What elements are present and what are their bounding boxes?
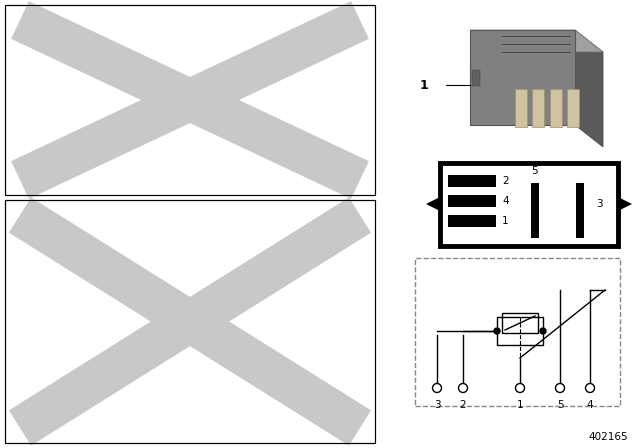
Bar: [576, 183, 584, 238]
Bar: [531, 183, 539, 238]
Text: 1: 1: [419, 78, 428, 91]
Bar: [567, 89, 579, 127]
Bar: [532, 89, 544, 127]
Bar: [470, 30, 575, 125]
Polygon shape: [470, 30, 603, 52]
Bar: [497, 317, 543, 345]
Bar: [440, 163, 618, 246]
Text: 4: 4: [502, 196, 509, 206]
Circle shape: [494, 328, 500, 334]
Bar: [472, 70, 480, 86]
Polygon shape: [575, 30, 603, 147]
Text: 2: 2: [460, 400, 467, 410]
Bar: [448, 195, 496, 207]
Bar: [5, 5, 375, 195]
Bar: [515, 89, 527, 127]
Circle shape: [515, 383, 525, 392]
Circle shape: [540, 328, 546, 334]
Bar: [415, 258, 620, 406]
Text: 5: 5: [532, 166, 538, 176]
Text: 4: 4: [587, 400, 593, 410]
Text: 2: 2: [502, 176, 509, 186]
Polygon shape: [426, 197, 440, 211]
Polygon shape: [618, 197, 632, 211]
Circle shape: [458, 383, 467, 392]
Text: 5: 5: [557, 400, 563, 410]
Bar: [502, 313, 538, 333]
Bar: [5, 5, 375, 195]
Bar: [448, 175, 496, 187]
Circle shape: [586, 383, 595, 392]
Text: 1: 1: [516, 400, 524, 410]
Circle shape: [556, 383, 564, 392]
Text: 1: 1: [502, 216, 509, 226]
Text: 3: 3: [434, 400, 440, 410]
Text: 3: 3: [596, 199, 603, 209]
Bar: [448, 215, 496, 227]
Bar: [5, 200, 375, 443]
Text: 402165: 402165: [588, 432, 628, 442]
Bar: [5, 200, 375, 443]
Circle shape: [433, 383, 442, 392]
Bar: [550, 89, 562, 127]
